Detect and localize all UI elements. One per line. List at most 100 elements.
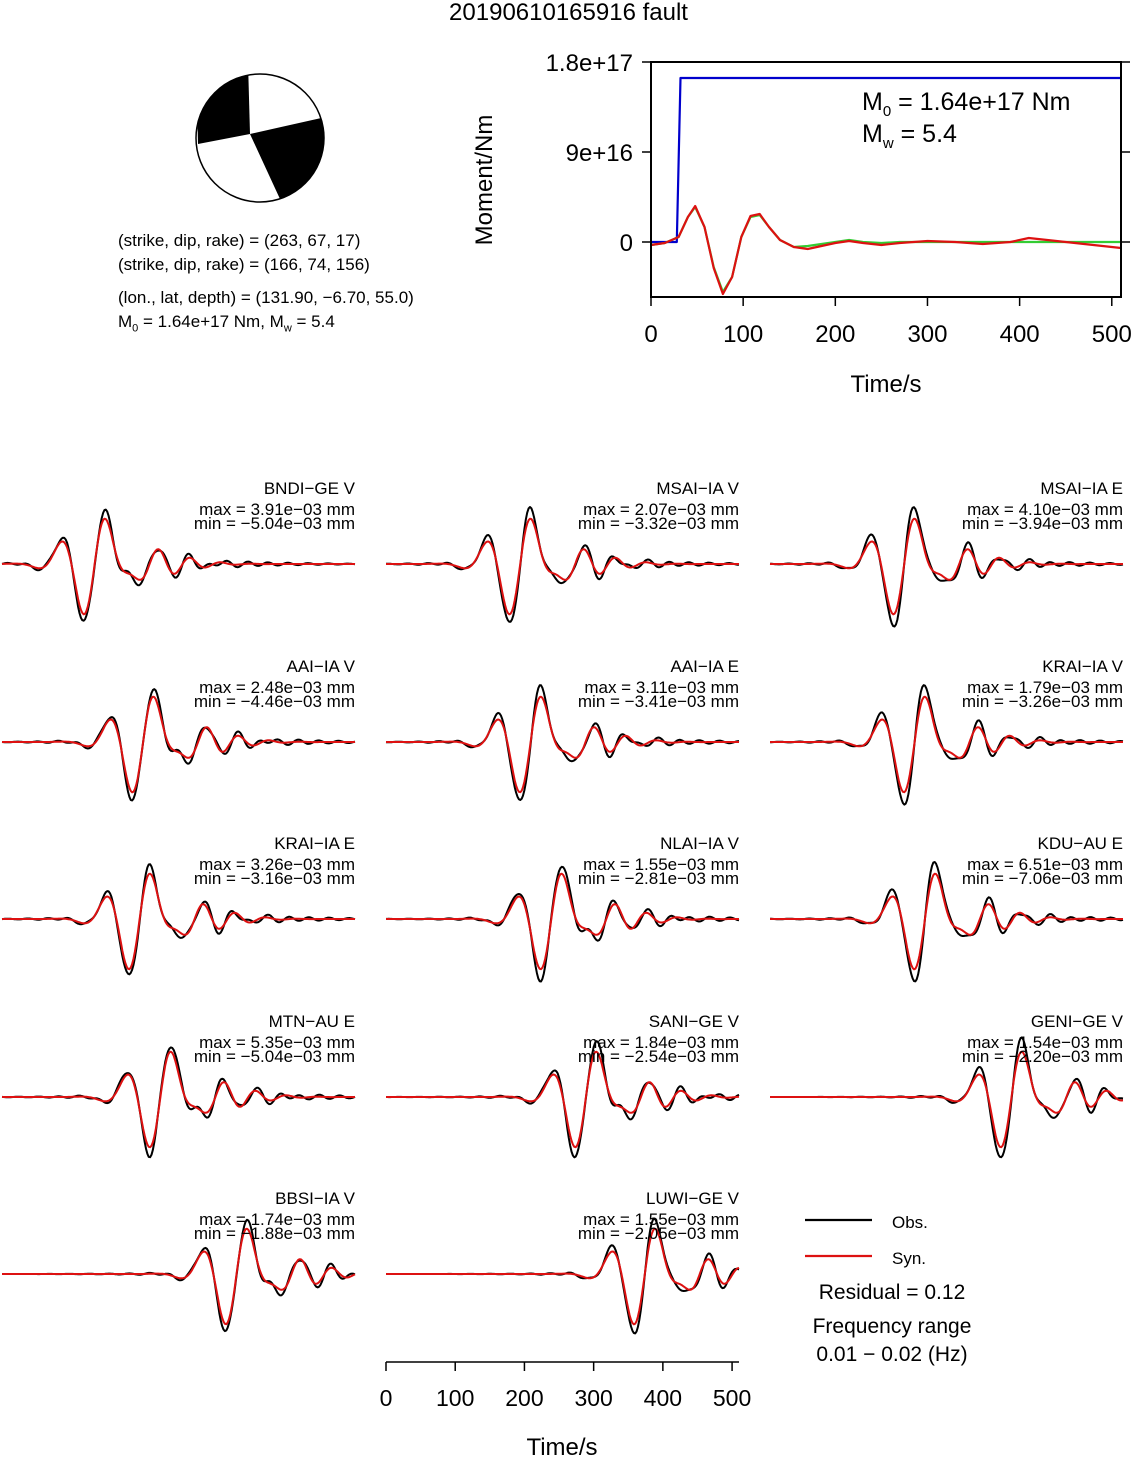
station-name: MSAI−IA V [656,479,739,498]
moment-x-tick-label: 200 [815,321,855,348]
m0-prefix: M [118,312,133,331]
moment-y-tick-label: 0 [620,230,633,257]
synthetic-trace [2,1050,355,1149]
station-min: min = −2.54e−03 mm [578,1047,739,1066]
moment-x-tick-label: 0 [644,321,657,348]
station-name: KRAI−IA V [1042,657,1123,676]
waveform-x-tick-label: 400 [644,1385,682,1411]
moment-annotation-m0: M0 = 1.64e+17 Nm [862,88,1070,120]
station-max: max = 2.48e−03 mm [199,678,355,697]
synthetic-trace [770,1050,1124,1149]
station-max: max = 3.91e−03 mm [199,500,355,519]
station-name: GENI−GE V [1031,1012,1124,1031]
station-name: MTN−AU E [269,1012,355,1031]
synthetic-trace [2,872,355,971]
station-name: BNDI−GE V [264,479,356,498]
waveform-x-tick-label: 0 [380,1385,393,1411]
mw-annotation-value: = 5.4 [894,120,957,148]
station-max: max = 1.84e−03 mm [583,1033,739,1052]
moment-y-tick-label: 1.8e+17 [546,50,633,77]
m0-annotation-prefix: M [862,88,883,116]
waveform-x-tick-label: 300 [574,1385,612,1411]
m0-annotation-subscript: 0 [883,103,891,120]
station-max: max = 1.55e−03 mm [583,1210,739,1229]
moment-x-tick-label: 500 [1092,321,1132,348]
station-min: min = −3.26e−03 mm [962,692,1123,711]
moment-series-2 [650,204,1122,296]
frequency-range-value: 0.01 − 0.02 (Hz) [816,1343,967,1366]
station-max: max = 2.07e−03 mm [583,500,739,519]
moment-x-axis-label: Time/s [850,371,921,398]
waveform-x-tick-label: 200 [505,1385,543,1411]
m0-subscript: 0 [132,322,139,335]
mw-subscript: w [283,322,292,335]
mw-annotation-prefix: M [862,120,883,148]
legend-syn-label: Syn. [892,1249,926,1268]
moment-x-tick-label: 100 [723,321,763,348]
station-name: LUWI−GE V [646,1189,740,1208]
station-name: AAI−IA E [670,657,739,676]
station-max: max = 1.54e−03 mm [967,1033,1123,1052]
station-min: min = −5.04e−03 mm [194,514,355,533]
waveform-x-tick-label: 500 [713,1385,751,1411]
moment-series-group [650,76,1122,296]
page-title: 20190610165916 fault [449,0,688,26]
synthetic-trace [2,517,355,616]
moment-y-axis-label: Moment/Nm [471,115,498,246]
station-min: min = −2.05e−03 mm [578,1224,739,1243]
station-max: max = 5.35e−03 mm [199,1033,355,1052]
station-min: min = −2.20e−03 mm [962,1047,1123,1066]
synthetic-trace [2,1227,356,1326]
synthetic-trace [770,517,1123,616]
synthetic-trace [386,1227,740,1326]
station-max: max = 3.26e−03 mm [199,855,355,874]
station-min: min = −5.04e−03 mm [194,1047,355,1066]
moment-magnitude-line: M0 = 1.64e+17 Nm, Mw = 5.4 [118,312,335,338]
station-max: max = 6.51e−03 mm [967,855,1123,874]
station-max: max = 1.79e−03 mm [967,678,1123,697]
station-min: min = −3.94e−03 mm [962,514,1123,533]
synthetic-trace [770,872,1123,971]
station-name: KDU−AU E [1038,834,1124,853]
nodal-plane-2: (strike, dip, rake) = (166, 74, 156) [118,255,370,274]
synthetic-trace [386,872,739,971]
synthetic-trace [770,695,1123,794]
residual-label: Residual = 0.12 [819,1281,966,1304]
moment-series-0 [651,76,1121,244]
station-name: AAI−IA V [286,657,355,676]
m0-value: = 1.64e+17 Nm, M [138,312,284,331]
station-min: min = −3.16e−03 mm [194,869,355,888]
station-name: SANI−GE V [649,1012,740,1031]
station-max: max = 4.10e−03 mm [967,500,1123,519]
nodal-plane-1: (strike, dip, rake) = (263, 67, 17) [118,231,361,250]
station-max: max = 3.11e−03 mm [584,678,739,697]
station-min: min = −2.81e−03 mm [578,869,739,888]
synthetic-trace [386,695,739,794]
moment-x-tick-label: 300 [907,321,947,348]
waveform-x-tick-label: 100 [436,1385,474,1411]
station-max: max = 1.74e−03 mm [199,1210,355,1229]
moment-y-tick-label: 9e+16 [566,140,633,167]
station-min: min = −1.88e−03 mm [194,1224,355,1243]
station-name: KRAI−IA E [274,834,355,853]
mw-value: = 5.4 [291,312,335,331]
moment-plot-frame [650,61,1122,298]
waveform-time-axis: 0 100 200 300 400 500 [380,1361,751,1411]
synthetic-trace [386,517,739,616]
location-depth: (lon., lat, depth) = (131.90, −6.70, 55.… [118,288,414,307]
station-name: MSAI−IA E [1040,479,1123,498]
